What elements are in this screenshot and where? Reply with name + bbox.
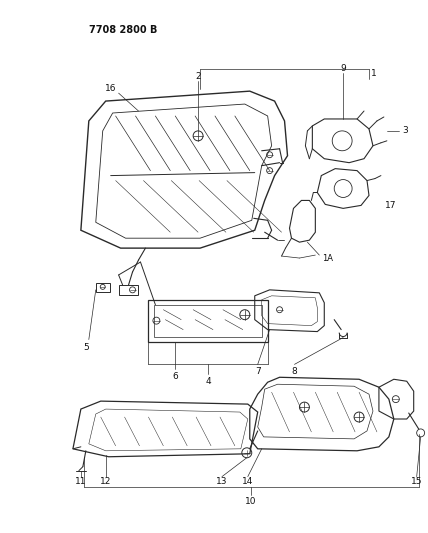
Text: 9: 9: [340, 64, 346, 73]
Bar: [119, 285, 139, 295]
Bar: [149, 300, 268, 342]
Text: 10: 10: [245, 497, 256, 506]
Text: 7: 7: [255, 367, 261, 376]
Text: 5: 5: [83, 343, 89, 352]
Text: 1A: 1A: [322, 254, 333, 263]
Text: 8: 8: [291, 367, 297, 376]
Text: 15: 15: [411, 477, 422, 486]
Text: 2: 2: [195, 72, 201, 80]
Text: 13: 13: [216, 477, 228, 486]
Text: 3: 3: [402, 126, 407, 135]
Text: 17: 17: [385, 201, 397, 210]
Text: 7708 2800 B: 7708 2800 B: [89, 25, 157, 35]
Bar: [155, 305, 262, 336]
Text: 4: 4: [205, 377, 211, 386]
Text: 11: 11: [75, 477, 86, 486]
Bar: [96, 283, 110, 292]
Text: 1: 1: [371, 69, 377, 78]
Text: 12: 12: [100, 477, 111, 486]
Text: 6: 6: [172, 372, 178, 381]
Text: 14: 14: [242, 477, 253, 486]
Text: 16: 16: [105, 84, 116, 93]
